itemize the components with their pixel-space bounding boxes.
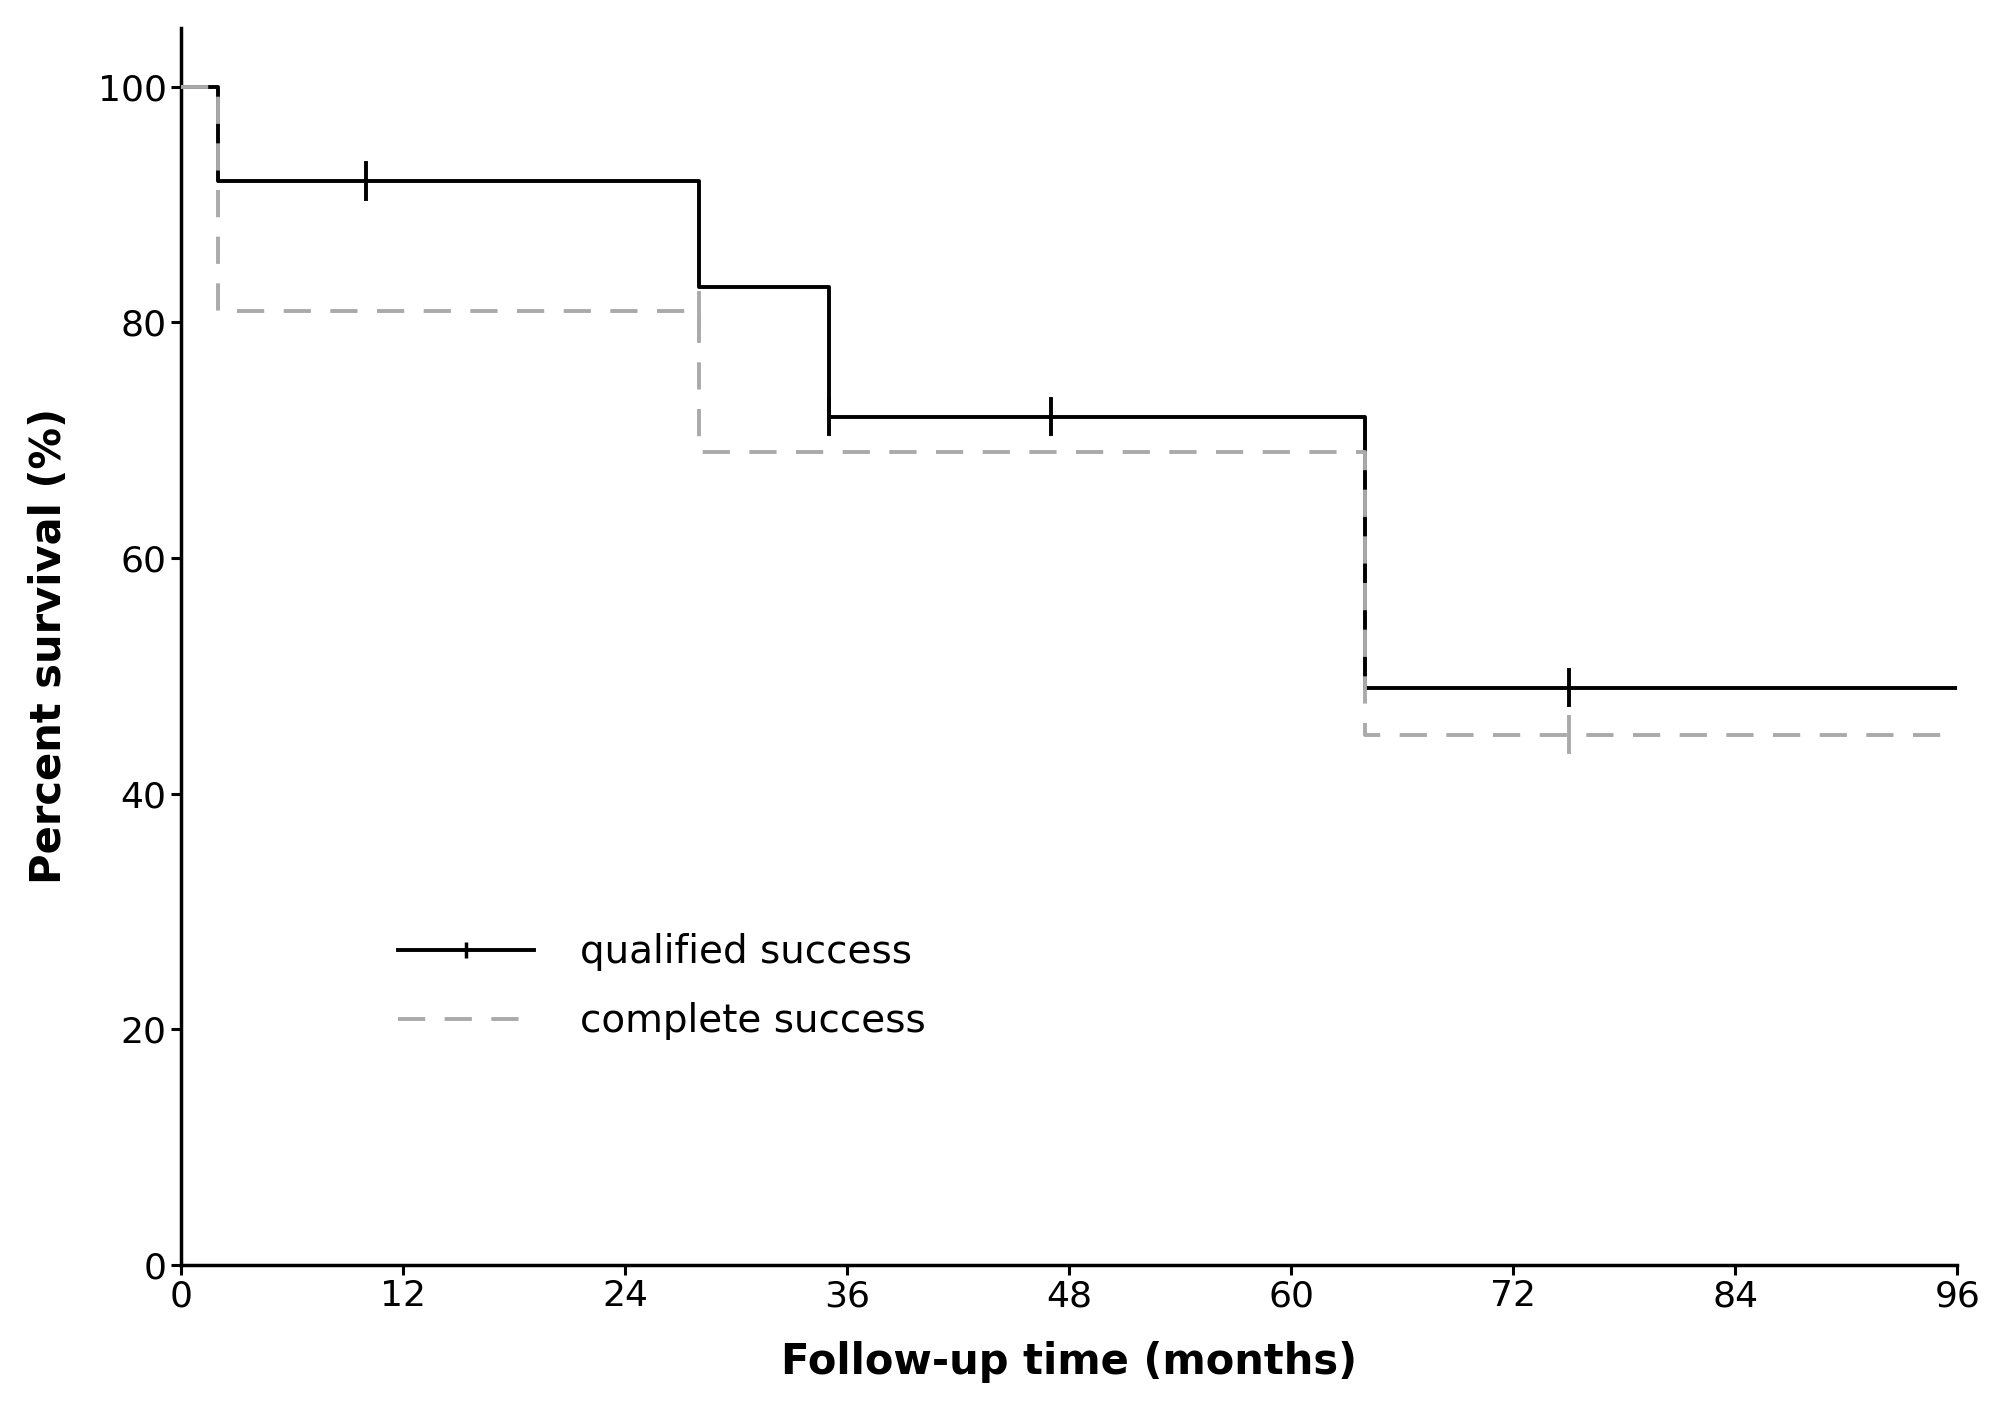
Legend: qualified success, complete success: qualified success, complete success (377, 914, 945, 1060)
X-axis label: Follow-up time (months): Follow-up time (months) (781, 1342, 1357, 1383)
Y-axis label: Percent survival (%): Percent survival (%) (28, 408, 70, 885)
